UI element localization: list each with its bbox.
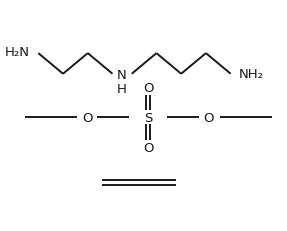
Text: NH₂: NH₂ <box>239 68 264 81</box>
Text: H₂N: H₂N <box>5 46 30 59</box>
Text: H: H <box>117 83 127 96</box>
Text: O: O <box>143 82 154 94</box>
Text: O: O <box>82 111 93 124</box>
Text: O: O <box>143 141 154 154</box>
Text: S: S <box>144 111 152 124</box>
Text: O: O <box>203 111 214 124</box>
Text: N: N <box>117 69 127 82</box>
